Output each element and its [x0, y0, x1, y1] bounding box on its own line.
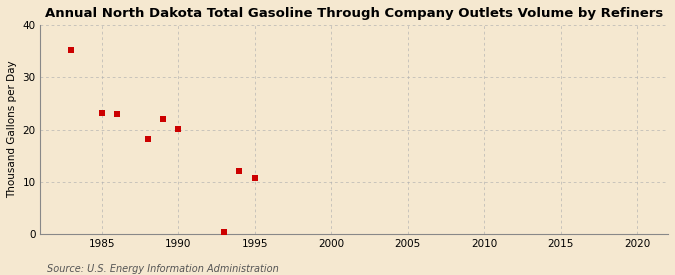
Text: Source: U.S. Energy Information Administration: Source: U.S. Energy Information Administ… [47, 264, 279, 274]
Point [219, 230, 230, 235]
Point [142, 137, 153, 141]
Point [173, 126, 184, 131]
Point [157, 116, 168, 121]
Point [65, 48, 76, 53]
Point [111, 112, 122, 116]
Title: Annual North Dakota Total Gasoline Through Company Outlets Volume by Refiners: Annual North Dakota Total Gasoline Throu… [45, 7, 664, 20]
Point [97, 111, 107, 116]
Y-axis label: Thousand Gallons per Day: Thousand Gallons per Day [7, 61, 17, 199]
Point [249, 175, 260, 180]
Point [234, 169, 245, 174]
